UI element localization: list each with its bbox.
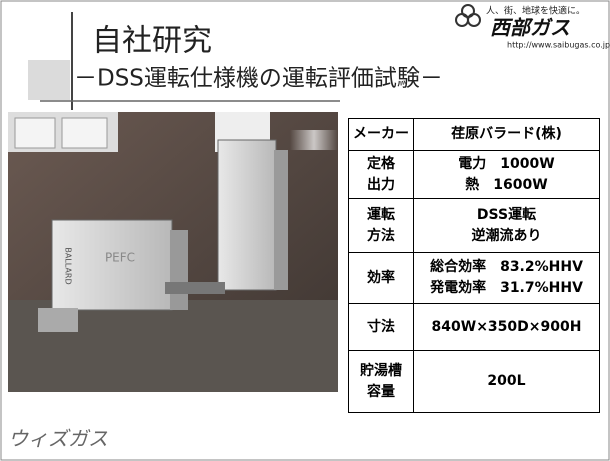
cell-text: 効率 bbox=[367, 269, 395, 286]
cell-text: メーカー bbox=[353, 126, 409, 142]
cell-text: DSS運転 bbox=[476, 206, 537, 223]
cell-text: 寸法 bbox=[367, 318, 395, 335]
cell-text: 運転 bbox=[367, 206, 395, 223]
cell-text: 200L bbox=[487, 373, 526, 389]
row-label: 定格 出力 bbox=[348, 150, 414, 199]
cell-text: 電力 1000W bbox=[458, 155, 555, 172]
cell-text: 発電効率 31.7%HHV bbox=[430, 280, 583, 296]
cell-text: 定格 bbox=[367, 155, 395, 172]
cell-text: 出力 bbox=[367, 176, 395, 193]
footer-brand: ウィズガス bbox=[8, 427, 108, 451]
cell-text: 容量 bbox=[367, 383, 395, 400]
row-label: メーカー bbox=[348, 118, 414, 151]
photo-label: BALLARD bbox=[64, 247, 73, 284]
spec-table: メーカー 荏原バラード(株) 定格 出力 電力 1000W 熱 1600W 運転 方法 DSS運… bbox=[348, 118, 600, 413]
cell-text: 荏原バラード(株) bbox=[451, 126, 562, 142]
row-value: 840W×350D×900H bbox=[413, 303, 600, 351]
table-row: 定格出力 電力 1000W 熱 1600W bbox=[348, 150, 600, 199]
table-row: 寸法 840W×350D×900H bbox=[348, 303, 600, 351]
row-value: DSS運転逆潮流あり bbox=[413, 198, 600, 253]
logo-mark bbox=[461, 4, 475, 18]
table-row: メーカー 荏原バラード(株) bbox=[348, 118, 600, 151]
table-row: 貯湯槽容量 200L bbox=[348, 350, 600, 413]
decor-square bbox=[28, 60, 70, 100]
row-label: 運転 方法 bbox=[348, 198, 414, 253]
cell-text: 逆潮流あり bbox=[471, 227, 542, 244]
photo-label: PEFC bbox=[105, 251, 135, 265]
logo-name: 西部ガス bbox=[490, 16, 570, 40]
cell-text: 方法 bbox=[367, 227, 395, 244]
row-value: 電力 1000W 熱 1600W bbox=[413, 150, 600, 199]
row-value: 総合効率 83.2%HHV 発電効率 31.7%HHV bbox=[413, 252, 600, 304]
title: 自社研究 bbox=[92, 24, 212, 59]
table-row: 効率 総合効率 83.2%HHV 発電効率 31.7%HHV bbox=[348, 252, 600, 304]
cell-text: 840W×350D×900H bbox=[431, 318, 582, 335]
subtitle: －DSS運転仕様機の運転評価試験－ bbox=[74, 66, 443, 92]
cell-text: 貯湯槽 bbox=[360, 362, 402, 379]
row-label: 寸法 bbox=[348, 303, 414, 351]
row-label: 効率 bbox=[348, 252, 414, 304]
table-row: 運転 方法 DSS運転 逆潮流あり bbox=[348, 198, 600, 253]
row-label: 貯湯槽 容量 bbox=[348, 350, 414, 413]
cell-text: 総合効率 83.2%HHV bbox=[430, 259, 583, 275]
photo: BALLARD PEFC bbox=[8, 112, 338, 392]
row-value: 荏原バラード(株) bbox=[413, 118, 600, 151]
row-value: 200L bbox=[413, 350, 600, 413]
logo-tagline: 人、街、地球を快適に。 bbox=[486, 5, 585, 17]
cell-text: 熱 1600W bbox=[465, 176, 548, 193]
logo-url: http://www.saibugas.co.jp bbox=[507, 41, 610, 50]
